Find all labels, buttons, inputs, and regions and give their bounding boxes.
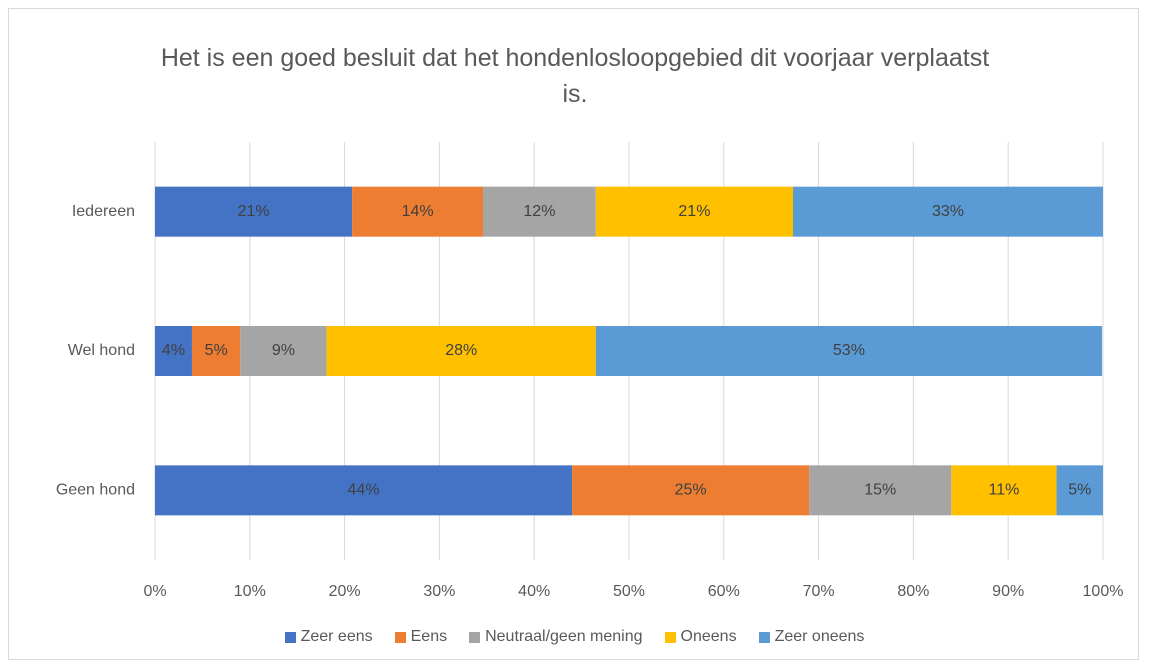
x-tick-label: 80% [897, 583, 929, 600]
legend-item: Neutraal/geen mening [469, 628, 643, 646]
bar-segment [155, 465, 573, 516]
data-label: 44% [348, 482, 380, 499]
x-tick-label: 30% [423, 583, 455, 600]
data-label: 53% [833, 342, 865, 359]
legend-item: Eens [394, 628, 448, 646]
y-tick-label: Iedereen [72, 203, 135, 220]
legend-label: Zeer eens [300, 628, 373, 645]
data-label: 11% [989, 482, 1020, 499]
bar-segment [1056, 465, 1103, 516]
data-label: 33% [932, 203, 964, 220]
x-tick-label: 100% [1083, 583, 1124, 600]
data-label: 4% [162, 342, 185, 359]
x-tick-label: 0% [143, 583, 166, 600]
bar-segment [155, 326, 192, 376]
bar-segment [240, 326, 327, 376]
chart-title: Het is een goed besluit dat het hondenlo… [160, 44, 990, 108]
data-label: 28% [445, 342, 477, 359]
chart-border [8, 8, 1139, 660]
legend-label: Zeer oneens [774, 628, 865, 645]
legend-swatch [394, 631, 406, 643]
legend-label: Eens [410, 628, 448, 645]
bar-segment [595, 326, 1103, 376]
legend-label: Neutraal/geen mening [485, 628, 643, 645]
legend: Zeer eens Eens Neutraal/geen mening Oneens Z… [0, 628, 1149, 646]
data-label: 12% [523, 203, 555, 220]
x-tick-label: 60% [708, 583, 740, 600]
bar-segment [155, 186, 353, 237]
legend-item: Zeer eens [284, 628, 373, 646]
x-tick-label: 50% [613, 583, 645, 600]
bar-segment [483, 186, 596, 237]
bar-segment [951, 465, 1057, 516]
bar-segment [326, 326, 596, 376]
legend-swatch [469, 631, 481, 643]
bar-segment [191, 326, 241, 376]
x-tick-label: 10% [234, 583, 266, 600]
legend-swatch [664, 631, 676, 643]
data-label: 5% [205, 342, 228, 359]
data-label: 25% [675, 482, 707, 499]
data-label: 14% [402, 203, 434, 220]
data-label: 5% [1068, 482, 1091, 499]
y-tick-label: Geen hond [56, 482, 135, 499]
y-tick-label: Wel hond [68, 342, 135, 359]
x-tick-label: 40% [518, 583, 550, 600]
legend-label: Oneens [680, 628, 737, 645]
bar-segment [809, 465, 952, 516]
data-label: 21% [238, 203, 270, 220]
data-label: 9% [272, 342, 295, 359]
legend-item: Oneens [664, 628, 737, 646]
bar-segment [352, 186, 484, 237]
x-tick-label: 20% [329, 583, 361, 600]
data-label: 21% [678, 203, 710, 220]
x-tick-label: 70% [803, 583, 835, 600]
legend-item: Zeer oneens [758, 628, 865, 646]
legend-swatch [284, 631, 296, 643]
bar-segment [595, 186, 794, 237]
x-tick-label: 90% [992, 583, 1024, 600]
bar-segment [793, 186, 1103, 237]
legend-swatch [758, 631, 770, 643]
bar-segment [572, 465, 810, 516]
data-label: 15% [864, 482, 896, 499]
